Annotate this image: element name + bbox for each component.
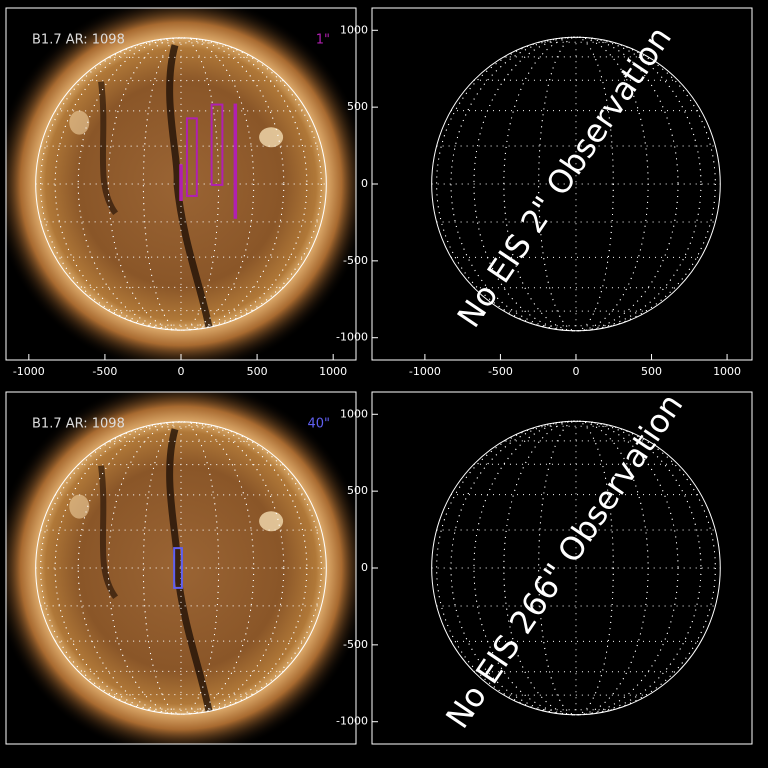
eis-raster-box [233, 103, 238, 219]
y-tick-label: -500 [343, 638, 368, 651]
panel-label: B1.7 AR: 1098 [32, 417, 125, 432]
grid-longitude [107, 421, 255, 715]
y-tick-label: 500 [347, 100, 368, 113]
x-tick-label: 500 [247, 365, 268, 378]
solar-limb [35, 421, 327, 715]
grid-longitude [538, 36, 614, 332]
x-tick-label: -500 [92, 365, 117, 378]
grid-longitude [77, 421, 285, 715]
eis-raster-box [185, 117, 198, 197]
grid-longitude [40, 421, 322, 715]
filament [166, 428, 213, 712]
filament [98, 81, 119, 216]
y-tick-label: 1000 [340, 23, 368, 36]
plot-area [431, 36, 721, 332]
solar-limb [431, 420, 721, 716]
grid-longitude [54, 421, 308, 715]
filament [98, 465, 119, 600]
solar-limb [431, 36, 721, 332]
y-tick-label: -1000 [336, 715, 368, 728]
active-region [69, 494, 90, 519]
slit-label: 40" [307, 417, 330, 432]
x-tick-label: 500 [641, 365, 662, 378]
solar-limb [35, 37, 327, 331]
x-tick-label: -1000 [13, 365, 45, 378]
x-tick-label: -1000 [409, 365, 441, 378]
grid-longitude [538, 420, 614, 716]
no-observation-message: No EIS 2" Observation [450, 20, 679, 335]
active-region [259, 511, 284, 532]
panel-label: B1.7 AR: 1098 [32, 33, 125, 48]
plot-area [6, 392, 356, 744]
panel: B1.7 AR: 1098 40" [5, 391, 357, 745]
grid-longitude [450, 36, 702, 332]
grid-longitude [107, 37, 255, 331]
x-tick-label: 0 [572, 365, 579, 378]
y-tick-label: 500 [347, 484, 368, 497]
x-tick-label: 1000 [713, 365, 741, 378]
plot-area [6, 8, 356, 360]
y-tick-label: -500 [343, 254, 368, 267]
y-tick-label: 1000 [340, 407, 368, 420]
grid-longitude [436, 420, 716, 716]
x-tick-label: 1000 [319, 365, 347, 378]
grid-longitude [436, 36, 716, 332]
plot-area [431, 420, 721, 716]
panel: -1000 -500 0 500 1000 No EIS 266" Observation [336, 387, 753, 745]
plot-frame [5, 391, 357, 745]
eis-raster-box [173, 547, 183, 589]
y-tick-label: -1000 [336, 331, 368, 344]
panel: -1000 -500 0 500 1000 B1.7 AR: 1098 1" [5, 7, 357, 378]
grid-longitude [54, 37, 308, 331]
x-tick-label: 0 [178, 365, 185, 378]
no-observation-message: No EIS 266" Observation [438, 387, 690, 735]
slit-label: 1" [316, 33, 330, 48]
y-tick-label: 0 [361, 561, 368, 574]
eis-raster-box [179, 164, 183, 201]
eis-raster-box [210, 103, 224, 186]
grid-longitude [450, 420, 702, 716]
grid-longitude [40, 37, 322, 331]
active-region [69, 110, 90, 135]
panel: -1000 -500 0 500 1000 -1000 -500 0 500 1000 No EIS… [336, 7, 753, 378]
x-tick-label: -500 [488, 365, 513, 378]
active-region [259, 127, 284, 148]
y-tick-label: 0 [361, 177, 368, 190]
filament [166, 44, 213, 328]
grid-longitude [77, 37, 285, 331]
grid-longitude [142, 421, 220, 715]
